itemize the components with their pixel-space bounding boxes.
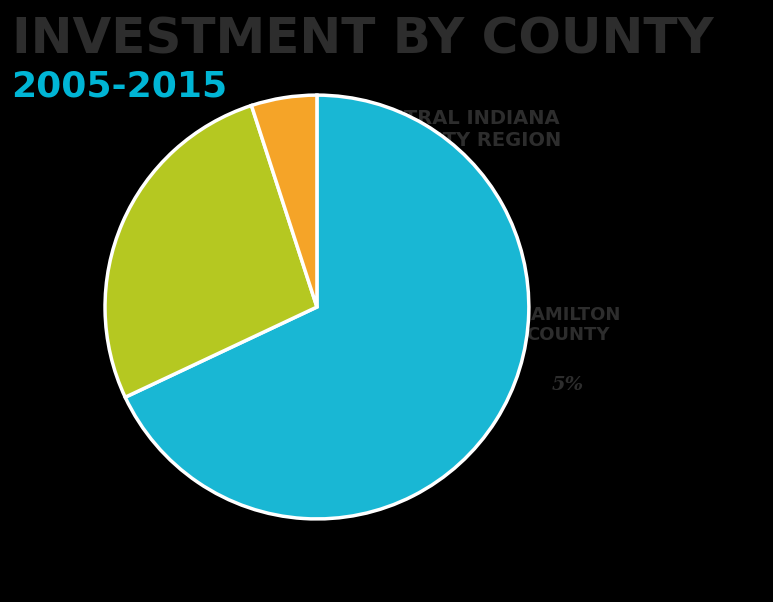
Text: 2005-2015: 2005-2015: [12, 69, 228, 103]
Text: 68%: 68%: [204, 352, 275, 383]
Text: MARION
COUNTY: MARION COUNTY: [182, 258, 298, 308]
Text: HAMILTON
COUNTY: HAMILTON COUNTY: [516, 306, 621, 344]
Text: CENTRAL INDIANA
8-COUNTY REGION: CENTRAL INDIANA 8-COUNTY REGION: [359, 110, 561, 149]
Wedge shape: [105, 105, 317, 397]
Text: INVESTMENT BY COUNTY: INVESTMENT BY COUNTY: [12, 15, 713, 63]
Wedge shape: [125, 95, 529, 519]
Wedge shape: [251, 95, 317, 307]
Text: 5%: 5%: [552, 376, 584, 394]
Text: 27%: 27%: [400, 184, 458, 208]
